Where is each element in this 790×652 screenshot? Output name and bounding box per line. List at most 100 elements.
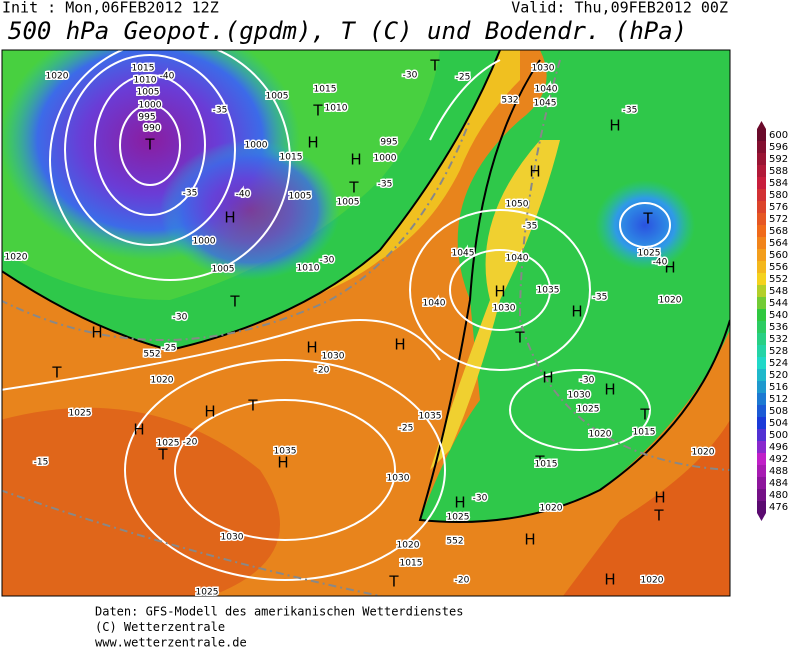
isoline-label: 1030 [387,474,410,484]
isoline-label: 1020 [5,253,28,263]
colorbar-label: 532 [769,334,788,345]
colorbar: 6005965925885845805765725685645605565525… [757,121,788,521]
isoline-label: 1000 [193,237,216,247]
isoline-label: -20 [315,366,330,376]
colorbar-label: 520 [769,370,788,381]
isoline-label: 1010 [134,76,157,86]
colorbar-swatch [757,501,766,513]
colorbar-swatch [757,489,766,501]
pressure-center: T [312,102,323,120]
colorbar-label: 508 [769,406,788,417]
pressure-center: T [144,136,155,154]
isoline-label: 1035 [274,447,297,457]
pressure-center: T [429,57,440,75]
isoline-label: 990 [143,124,160,134]
pressure-center: H [604,571,615,589]
pressure-center: H [664,259,675,277]
pressure-center: H [494,283,505,301]
isoline-label: 1045 [452,249,475,259]
colorbar-label: 496 [769,442,788,453]
isoline-label: 1035 [419,412,442,422]
pressure-center: H [91,324,102,342]
colorbar-bottom [757,513,766,521]
isoline-label: -15 [34,458,49,468]
colorbar-label: 476 [769,502,788,513]
colorbar-swatch [757,297,766,309]
pressure-center: T [348,179,359,197]
colorbar-swatch [757,333,766,345]
isoline-label: 1010 [297,264,320,274]
map-frame [1,49,731,597]
colorbar-swatch [757,261,766,273]
pressure-center: H [529,163,540,181]
colorbar-swatch [757,429,766,441]
isoline-label: 1020 [151,376,174,386]
pressure-center: H [604,381,615,399]
colorbar-label: 488 [769,466,788,477]
isoline-label: 1025 [69,409,92,419]
colorbar-swatch [757,129,766,141]
isoline-label: 1005 [137,88,160,98]
colorbar-swatch [757,357,766,369]
isoline-label: 1030 [322,352,345,362]
isoline-label: -40 [160,72,175,82]
isoline-label: -35 [523,222,538,232]
isoline-label: -40 [653,258,668,268]
colorbar-label: 516 [769,382,788,393]
isoline-label: 1005 [289,192,312,202]
isoline-label: 1040 [506,254,529,264]
pressure-center: H [571,303,582,321]
isoline-label: 1030 [532,64,555,74]
isoline-label: -30 [403,71,418,81]
isoline-label: -35 [623,106,638,116]
colorbar-swatch [757,465,766,477]
pressure-center: H [454,494,465,512]
pressure-center: H [350,151,361,169]
colorbar-swatch [757,309,766,321]
map [2,50,730,596]
isoline-label: 552 [143,350,160,360]
pressure-center: H [542,369,553,387]
pressure-center: T [247,397,258,415]
colorbar-swatch [757,285,766,297]
colorbar-swatch [757,381,766,393]
colorbar-swatch [757,405,766,417]
isoline-label: 1040 [423,299,446,309]
isoline-label: -35 [378,180,393,190]
isoline-label: -35 [593,293,608,303]
isoline-label: -30 [580,376,595,386]
isoline-label: 1025 [638,249,661,259]
isoline-label: 1040 [535,85,558,95]
isoline-label: 1030 [221,533,244,543]
pressure-center: T [157,446,168,464]
pressure-center: T [639,406,650,424]
isoline-label: 552 [446,537,463,547]
colorbar-label: 536 [769,322,788,333]
isoline-label: 1020 [692,448,715,458]
footer-line: www.wetterzentrale.de [95,636,247,649]
footer-line: Daten: GFS-Modell des amerikanischen Wet… [95,605,463,619]
isoline-label: 1015 [535,460,558,470]
pressure-center: H [133,421,144,439]
isoline-label: -25 [162,344,177,354]
colorbar-label: 600 [769,130,788,141]
colorbar-label: 580 [769,190,788,201]
pressure-center: T [229,293,240,311]
colorbar-swatch [757,273,766,285]
colorbar-swatch [757,369,766,381]
colorbar-swatch [757,441,766,453]
isoline-label: -20 [455,576,470,586]
isoline-label: 1030 [493,304,516,314]
pressure-center: H [224,209,235,227]
isoline-label: 1000 [374,154,397,164]
init-time: Init : Mon,06FEB2012 12Z [2,0,219,17]
colorbar-label: 596 [769,142,788,153]
isoline-label: 995 [138,113,155,123]
isoline-label: 1020 [397,541,420,551]
colorbar-label: 592 [769,154,788,165]
pressure-center: H [277,454,288,472]
isoline-label: -40 [236,190,251,200]
isoline-label: 1025 [577,405,600,415]
